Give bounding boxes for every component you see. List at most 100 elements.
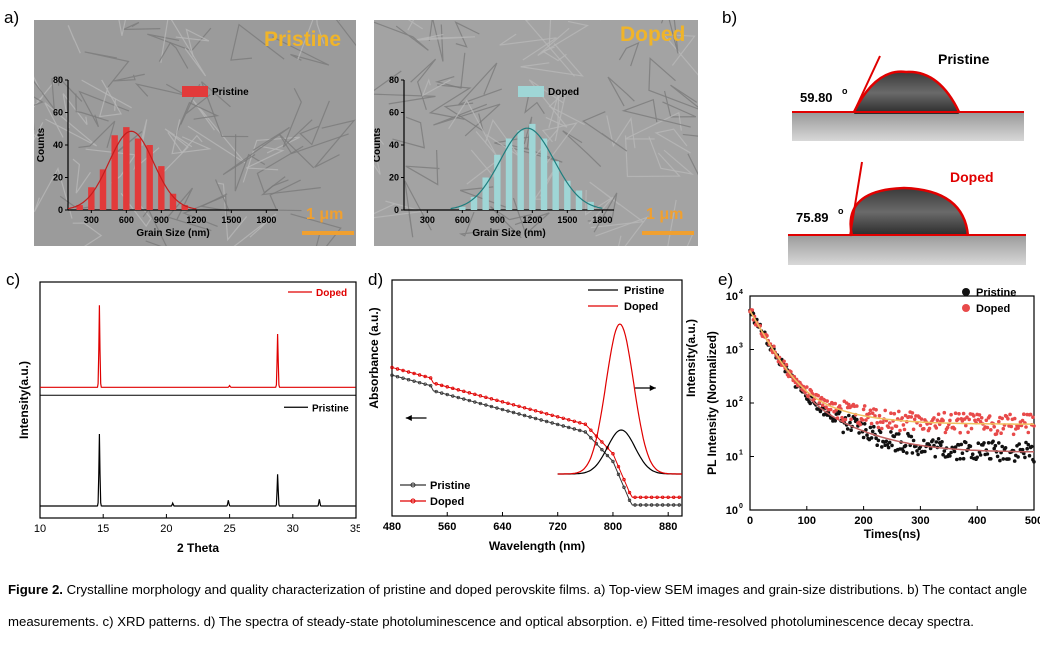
trpl-point-doped: [874, 408, 878, 412]
scale-bar-line-doped: [642, 231, 694, 235]
abs-curve-pristine-point: [672, 503, 676, 507]
trpl-point-pristine: [1023, 455, 1027, 460]
trpl-xtick-200: 200: [854, 515, 872, 527]
abs-curve-pristine-point: [456, 395, 460, 400]
trpl-point-doped: [795, 383, 800, 388]
hist-pristine-bar: [146, 145, 153, 210]
hist-doped-bar: [459, 206, 466, 210]
trpl-point-doped: [849, 417, 853, 421]
abs-ylabel-right: Intensity(a.u.): [684, 319, 698, 397]
trpl-point-pristine: [949, 450, 953, 455]
hist-doped-bar: [517, 130, 524, 210]
abs-curve-pristine-point: [395, 374, 400, 379]
abs-curve-doped-point: [677, 495, 681, 499]
abs-curve-doped-point: [544, 412, 549, 416]
trpl-point-doped: [999, 431, 1003, 435]
trpl-point-doped: [875, 421, 879, 425]
trpl-point-doped: [977, 413, 982, 417]
xrd-legend-pristine: Pristine: [312, 403, 349, 414]
trpl-point-doped: [952, 427, 957, 431]
hist-doped-legend-swatch: [518, 86, 544, 97]
trpl-legend-doped: Doped: [976, 303, 1010, 315]
abs-curve-pristine-point: [440, 391, 444, 395]
hist-doped-xtick-1800: 1800: [592, 215, 612, 225]
trpl-point-doped: [1012, 416, 1017, 421]
abs-curve-doped-point: [506, 401, 510, 406]
trpl-point-pristine: [868, 425, 873, 430]
hist-pristine-bar: [169, 193, 177, 210]
sem-title-pristine: Pristine: [264, 28, 342, 51]
abs-curve-doped-point: [484, 395, 488, 400]
trpl-point-pristine: [940, 440, 944, 444]
trpl-point-doped: [833, 401, 837, 406]
trpl-point-doped: [1028, 412, 1033, 417]
trpl-point-pristine: [991, 439, 995, 444]
trpl-point-pristine: [922, 438, 926, 443]
abs-curve-doped-point: [622, 477, 626, 482]
trpl-point-doped: [883, 408, 887, 413]
abs-curve-doped-point: [528, 407, 532, 411]
xrd-xtick-35: 35: [350, 523, 360, 535]
hist-doped-bar: [505, 138, 513, 210]
abs-curve-doped-point: [451, 386, 455, 391]
abs-curve-doped-point: [390, 365, 394, 370]
trpl-point-doped: [1031, 415, 1035, 419]
abs-curve-pristine-point: [428, 383, 433, 388]
abs-curve-doped-point: [583, 422, 588, 426]
abs-curve-doped-point: [589, 428, 593, 432]
trpl-point-pristine: [878, 430, 883, 435]
trpl-point-pristine: [1026, 442, 1031, 447]
hist-doped-legend-label: Doped: [548, 87, 579, 98]
trpl-point-pristine: [857, 431, 861, 435]
trpl-point-doped: [880, 426, 884, 431]
trpl-point-pristine: [953, 445, 958, 449]
trpl-legend-doped-marker: [962, 304, 970, 312]
trpl-point-pristine: [961, 456, 966, 461]
hist-pristine-legend-swatch: [182, 86, 208, 97]
abs-curve-doped-point: [500, 400, 505, 404]
trpl-xtick-100: 100: [798, 515, 816, 527]
trpl-point-pristine: [952, 449, 957, 454]
trpl-point-doped: [809, 389, 814, 393]
trpl-point-doped: [867, 411, 872, 416]
trpl-point-doped: [886, 425, 891, 429]
trpl-point-doped: [957, 412, 961, 416]
hist-pristine-bar: [76, 205, 83, 210]
trpl-point-doped: [892, 411, 897, 416]
abs-xtick-800: 800: [604, 521, 622, 533]
trpl-point-doped: [997, 419, 1001, 424]
abs-curve-pristine-point: [644, 503, 648, 507]
hist-pristine-bar: [88, 187, 95, 210]
trpl-point-pristine: [916, 452, 920, 457]
figure-label: Figure 2.: [8, 582, 63, 597]
trpl-point-pristine: [975, 455, 979, 460]
xrd-ylabel: Intensity(a.u.): [17, 361, 31, 439]
abs-legend-doped: Doped: [430, 496, 464, 508]
trpl-point-doped: [901, 423, 906, 427]
trpl-point-pristine: [1025, 446, 1029, 451]
trpl-point-pristine: [1027, 453, 1032, 458]
label-pristine: Pristine: [938, 51, 990, 67]
trpl-point-pristine: [958, 457, 962, 461]
trpl-point-doped: [784, 362, 789, 367]
hist-pristine-bar: [181, 205, 188, 210]
trpl-point-doped: [918, 423, 923, 428]
trpl-point-pristine: [978, 453, 983, 457]
trpl-point-pristine: [964, 440, 968, 445]
xrd-trace-pristine: [40, 433, 356, 507]
absorption-pl-chart: 480 560 640 720 800 880 Pristine Doped Pristine D…: [367, 279, 698, 553]
trpl-point-doped: [979, 416, 984, 420]
hist-doped-bar: [470, 197, 478, 210]
abs-curve-pristine-point: [561, 424, 565, 428]
trpl-point-pristine: [1029, 444, 1034, 449]
trpl-point-pristine: [985, 452, 990, 456]
trpl-point-doped: [897, 409, 901, 414]
hist-doped-ytick-20: 20: [389, 173, 399, 183]
abs-curve-doped-point: [556, 415, 560, 419]
trpl-point-doped: [816, 393, 820, 398]
hist-pristine-ytick-0: 0: [58, 205, 63, 215]
hist-doped-bar: [575, 190, 583, 210]
abs-curve-pristine-point: [660, 503, 665, 507]
abs-curve-pristine-point: [445, 392, 449, 397]
angle-doped: 75.89: [796, 210, 829, 225]
